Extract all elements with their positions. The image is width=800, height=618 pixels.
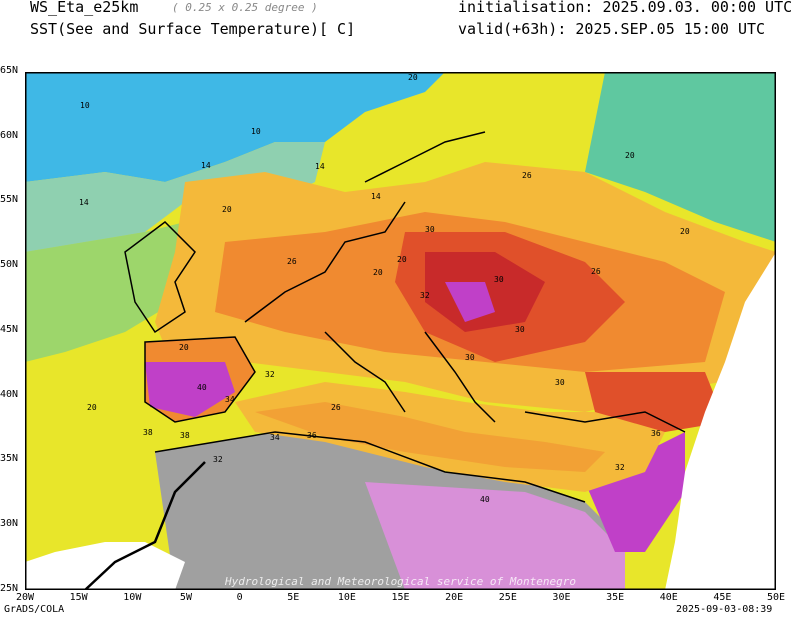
- longitude-label: 50E: [767, 592, 786, 603]
- contour-label: 34: [225, 395, 235, 404]
- longitude-label: 10W: [123, 592, 142, 603]
- contour-label: 14: [371, 192, 381, 201]
- init-time: initialisation: 2025.09.03. 00:00 UTC: [458, 0, 793, 16]
- contour-label: 34: [270, 433, 280, 442]
- map-frame: [25, 72, 776, 590]
- contour-label: 20: [179, 343, 189, 352]
- contour-label: 36: [651, 429, 661, 438]
- watermark: Hydrological and Meteorological service …: [224, 575, 576, 588]
- field-title: SST(See and Surface Temperature)[ C]: [30, 20, 356, 38]
- latitude-label: 50N: [0, 259, 19, 271]
- latitude-label: 40N: [0, 388, 19, 400]
- longitude-label: 30E: [552, 592, 571, 603]
- contour-label: 26: [331, 403, 341, 412]
- contour-label: 30: [494, 275, 504, 284]
- contour-label: 30: [425, 225, 435, 234]
- contour-label: 14: [315, 162, 325, 171]
- contour-label: 10: [80, 101, 90, 110]
- contour-label: 14: [201, 161, 211, 170]
- longitude-label: 35E: [606, 592, 625, 603]
- contour-label: 30: [515, 325, 525, 334]
- contour-label: 26: [522, 171, 532, 180]
- contour-label: 32: [615, 463, 625, 472]
- model-title: WS_Eta_e25km: [30, 0, 139, 16]
- contour-label: 20: [222, 205, 232, 214]
- contour-label: 36: [307, 431, 317, 440]
- contour-label: 20: [680, 227, 690, 236]
- longitude-label: 20W: [16, 592, 35, 603]
- contour-label: 40: [480, 495, 490, 504]
- contour-label: 10: [251, 127, 261, 136]
- latitude-label: 45N: [0, 323, 19, 335]
- longitude-label: 5W: [179, 592, 192, 603]
- contour-label: 30: [465, 353, 475, 362]
- longitude-label: 5E: [287, 592, 300, 603]
- longitude-label: 25E: [498, 592, 517, 603]
- longitude-label: 15E: [391, 592, 410, 603]
- latitude-label: 35N: [0, 453, 19, 465]
- longitude-label: 10E: [337, 592, 356, 603]
- latitude-label: 60N: [0, 129, 19, 141]
- contour-label: 14: [79, 198, 89, 207]
- latitude-label: 55N: [0, 194, 19, 206]
- longitude-label: 45E: [713, 592, 732, 603]
- footer-credit: GrADS/COLA: [4, 604, 65, 615]
- contour-label: 20: [625, 151, 635, 160]
- contour-label: 20: [408, 73, 418, 82]
- sst-map: 10 10 14 14 14 14 20 20 20 20 20 20 26 2…: [25, 72, 776, 591]
- contour-label: 20: [373, 268, 383, 277]
- contour-label: 26: [287, 257, 297, 266]
- contour-label: 40: [197, 383, 207, 392]
- contour-label: 38: [143, 428, 153, 437]
- contour-label: 38: [180, 431, 190, 440]
- contour-label: 20: [397, 255, 407, 264]
- latitude-label: 65N: [0, 65, 19, 76]
- longitude-label: 20E: [445, 592, 464, 603]
- footer-timestamp: 2025-09-03-08:39: [676, 604, 773, 615]
- contour-label: 32: [420, 291, 430, 300]
- longitude-label: 0: [236, 592, 243, 603]
- contour-label: 32: [265, 370, 275, 379]
- latitude-label: 30N: [0, 517, 19, 529]
- resolution-note: ( 0.25 x 0.25 degree ): [172, 1, 318, 14]
- contour-label: 32: [213, 455, 223, 464]
- contour-label: 30: [555, 378, 565, 387]
- contour-label-group: 10 10 14 14 14 14 20 20 20 20 20 20 26 2…: [79, 73, 690, 504]
- longitude-label: 15W: [69, 592, 88, 603]
- contour-label: 20: [87, 403, 97, 412]
- contour-label: 26: [591, 267, 601, 276]
- latitude-label: 25N: [0, 582, 19, 594]
- map-canvas: 10 10 14 14 14 14 20 20 20 20 20 20 26 2…: [25, 72, 776, 591]
- longitude-label: 40E: [659, 592, 678, 603]
- valid-time: valid(+63h): 2025.SEP.05 15:00 UTC: [458, 20, 766, 38]
